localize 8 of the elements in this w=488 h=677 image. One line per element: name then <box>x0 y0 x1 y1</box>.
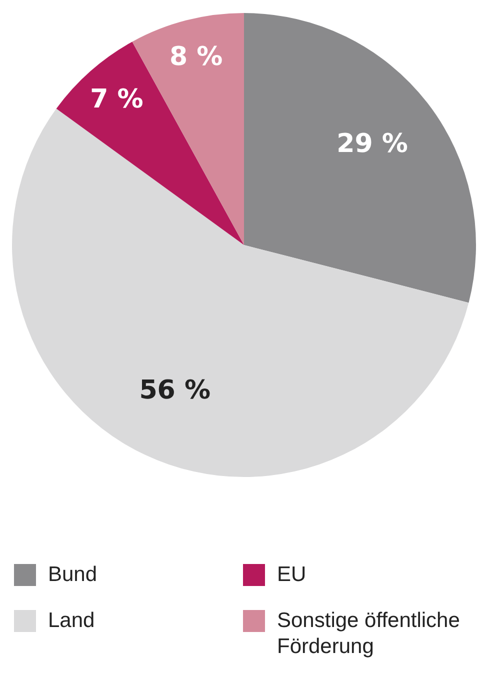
legend-label: Bund <box>48 562 98 588</box>
legend-label: Sonstige öffentliche Förderung <box>277 608 461 660</box>
data-label: 29 % <box>336 129 408 160</box>
data-label: 7 % <box>90 84 144 114</box>
data-label: 8 % <box>170 42 223 72</box>
legend-label: EU <box>277 562 308 588</box>
legend-label: Land <box>48 608 96 634</box>
data-label: 56 % <box>139 376 210 406</box>
